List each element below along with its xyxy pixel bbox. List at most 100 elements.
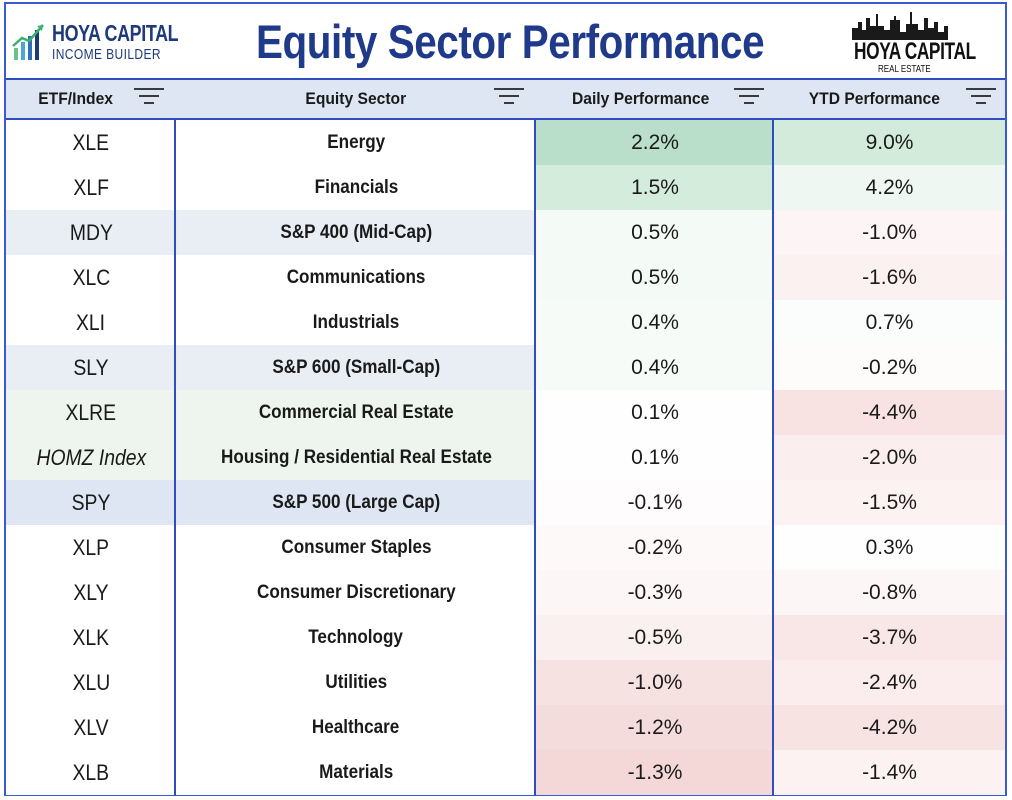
etf-cell: XLC xyxy=(6,255,176,300)
sector-cell: Utilities xyxy=(176,660,536,705)
sector-cell-text: Utilities xyxy=(325,671,387,693)
etf-cell-text: XLRE xyxy=(65,399,117,425)
sector-cell-text: Healthcare xyxy=(312,716,400,738)
sector-cell: Healthcare xyxy=(176,705,536,750)
etf-cell: XLY xyxy=(6,570,176,615)
ytd-performance-cell: 9.0% xyxy=(774,120,1005,165)
etf-cell-text: XLP xyxy=(72,534,110,560)
sector-cell-text: Commercial Real Estate xyxy=(258,401,454,423)
etf-cell: XLI xyxy=(6,300,176,345)
ytd-performance-cell: -1.5% xyxy=(774,480,1005,525)
logo-left-line2: INCOME BUILDER xyxy=(52,46,161,63)
daily-performance-cell: -0.1% xyxy=(536,480,774,525)
daily-performance-cell-text: -1.3% xyxy=(627,760,683,784)
etf-cell: XLU xyxy=(6,660,176,705)
sector-cell: Commercial Real Estate xyxy=(176,390,536,435)
column-header-ytd[interactable]: YTD Performance xyxy=(774,80,974,118)
etf-cell: XLK xyxy=(6,615,176,660)
daily-performance-cell-text: 0.1% xyxy=(631,400,679,424)
daily-performance-cell-text: -0.1% xyxy=(627,490,683,514)
table-row: XLV Healthcare -1.2% -4.2% xyxy=(6,705,1005,750)
daily-performance-cell-text: 0.4% xyxy=(631,355,679,379)
table-row: XLK Technology -0.5% -3.7% xyxy=(6,615,1005,660)
etf-cell: XLRE xyxy=(6,390,176,435)
sector-cell: Materials xyxy=(176,750,536,795)
ytd-performance-cell: -1.6% xyxy=(774,255,1005,300)
ytd-performance-cell-text: -0.2% xyxy=(862,355,917,379)
ytd-performance-cell-text: 9.0% xyxy=(865,130,914,154)
header: HOYA CAPITAL INCOME BUILDER Equity Secto… xyxy=(6,4,1005,78)
logo-right-line1: HOYA CAPITAL xyxy=(854,38,976,65)
daily-performance-cell: 0.5% xyxy=(536,255,774,300)
daily-performance-cell-text: -0.3% xyxy=(627,580,683,604)
column-header-daily[interactable]: Daily Performance xyxy=(536,80,746,118)
skyline-icon xyxy=(852,12,948,40)
etf-cell: HOMZ Index xyxy=(6,435,176,480)
etf-cell-text: SLY xyxy=(73,354,109,380)
table-row: XLY Consumer Discretionary -0.3% -0.8% xyxy=(6,570,1005,615)
etf-cell-text: XLU xyxy=(72,669,110,695)
column-divider xyxy=(534,120,536,796)
filter-icon[interactable] xyxy=(966,88,996,110)
column-divider xyxy=(174,120,176,796)
table-row: XLU Utilities -1.0% -2.4% xyxy=(6,660,1005,705)
table-row: XLB Materials -1.3% -1.4% xyxy=(6,750,1005,795)
ytd-performance-cell: -0.2% xyxy=(774,345,1005,390)
sector-cell: Consumer Discretionary xyxy=(176,570,536,615)
daily-performance-cell: 0.4% xyxy=(536,300,774,345)
sector-cell-text: S&P 600 (Small-Cap) xyxy=(272,356,440,378)
daily-performance-cell: -0.2% xyxy=(536,525,774,570)
etf-cell: MDY xyxy=(6,210,176,255)
ytd-performance-cell-text: -1.4% xyxy=(862,760,917,784)
column-header-sector[interactable]: Equity Sector xyxy=(176,80,536,118)
etf-cell: XLB xyxy=(6,750,176,795)
daily-performance-cell: 0.1% xyxy=(536,435,774,480)
sector-cell: Communications xyxy=(176,255,536,300)
column-divider xyxy=(772,120,774,796)
daily-performance-cell-text: 1.5% xyxy=(631,175,679,199)
etf-cell-text: XLI xyxy=(76,309,106,335)
daily-performance-cell-text: 0.5% xyxy=(631,220,679,244)
table-row: XLC Communications 0.5% -1.6% xyxy=(6,255,1005,300)
ytd-performance-cell: -0.8% xyxy=(774,570,1005,615)
filter-icon[interactable] xyxy=(494,88,524,110)
sector-cell-text: Consumer Discretionary xyxy=(256,581,456,603)
sector-cell-text: Technology xyxy=(308,626,404,648)
ytd-performance-cell: -4.4% xyxy=(774,390,1005,435)
logo-right-line2: REAL ESTATE xyxy=(878,64,931,75)
daily-performance-cell: -0.3% xyxy=(536,570,774,615)
etf-cell-text: SPY xyxy=(71,489,111,515)
daily-performance-cell-text: -1.0% xyxy=(627,670,683,694)
daily-performance-cell: 0.5% xyxy=(536,210,774,255)
etf-cell-text: XLK xyxy=(72,624,110,650)
ytd-performance-cell: 0.7% xyxy=(774,300,1005,345)
ytd-performance-cell-text: -1.0% xyxy=(862,220,917,244)
table-row: SPY S&P 500 (Large Cap) -0.1% -1.5% xyxy=(6,480,1005,525)
table-row: XLF Financials 1.5% 4.2% xyxy=(6,165,1005,210)
daily-performance-cell: -1.3% xyxy=(536,750,774,795)
ytd-performance-cell: 0.3% xyxy=(774,525,1005,570)
column-header-ytd-label: YTD Performance xyxy=(808,89,940,108)
daily-performance-cell: 0.4% xyxy=(536,345,774,390)
ytd-performance-cell-text: -4.2% xyxy=(862,715,917,739)
etf-cell: XLE xyxy=(6,120,176,165)
daily-performance-cell-text: 0.4% xyxy=(631,310,679,334)
column-header-daily-label: Daily Performance xyxy=(572,89,710,108)
column-header-etf[interactable]: ETF/Index xyxy=(6,80,146,118)
daily-performance-cell-text: 0.1% xyxy=(631,445,679,469)
ytd-performance-cell: -3.7% xyxy=(774,615,1005,660)
ytd-performance-cell-text: -0.8% xyxy=(862,580,917,604)
sector-cell: Housing / Residential Real Estate xyxy=(176,435,536,480)
etf-cell-text: XLY xyxy=(73,579,109,605)
daily-performance-cell: -1.0% xyxy=(536,660,774,705)
filter-icon[interactable] xyxy=(134,88,164,110)
sector-cell-text: Financials xyxy=(314,176,398,198)
etf-cell-text: HOMZ Index xyxy=(36,444,146,470)
etf-cell: XLP xyxy=(6,525,176,570)
filter-icon[interactable] xyxy=(734,88,764,110)
table-row: XLP Consumer Staples -0.2% 0.3% xyxy=(6,525,1005,570)
ytd-performance-cell-text: 4.2% xyxy=(865,175,914,199)
daily-performance-cell-text: -0.2% xyxy=(627,535,683,559)
sector-cell: S&P 500 (Large Cap) xyxy=(176,480,536,525)
sector-cell: Financials xyxy=(176,165,536,210)
